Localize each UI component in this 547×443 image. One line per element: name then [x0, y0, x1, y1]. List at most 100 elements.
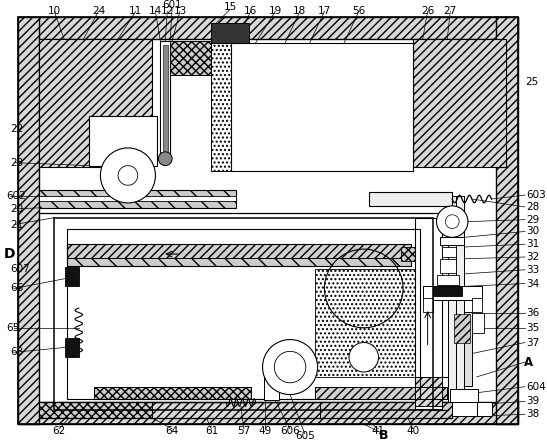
Circle shape — [263, 339, 318, 395]
Bar — [39, 402, 153, 418]
Bar — [319, 402, 452, 418]
Bar — [65, 338, 79, 357]
Text: 39: 39 — [526, 396, 539, 407]
Text: 35: 35 — [526, 323, 539, 333]
Circle shape — [437, 206, 468, 237]
Text: 64: 64 — [166, 426, 179, 436]
Circle shape — [118, 166, 138, 185]
Bar — [413, 39, 507, 167]
Bar — [39, 190, 236, 208]
Text: 34: 34 — [526, 279, 539, 288]
Text: 16: 16 — [244, 6, 258, 16]
Bar — [18, 402, 518, 424]
Bar — [440, 237, 464, 245]
Text: A: A — [524, 356, 533, 369]
Text: 10: 10 — [48, 6, 61, 16]
Bar — [401, 247, 415, 261]
Bar — [454, 314, 470, 343]
Bar — [423, 287, 482, 300]
Text: 26: 26 — [421, 6, 434, 16]
Text: 12: 12 — [161, 6, 174, 16]
Bar — [452, 402, 477, 416]
Bar — [39, 39, 153, 167]
Bar — [67, 244, 411, 266]
Bar — [319, 402, 452, 418]
Circle shape — [349, 342, 379, 372]
Bar — [264, 373, 280, 400]
Text: 32: 32 — [526, 252, 539, 262]
Text: B: B — [379, 429, 388, 443]
Bar — [433, 285, 462, 296]
Bar — [18, 17, 39, 424]
Text: 15: 15 — [224, 2, 237, 12]
Text: 602: 602 — [6, 191, 26, 201]
Text: 31: 31 — [526, 239, 539, 249]
Bar — [472, 298, 482, 312]
Text: 57: 57 — [237, 426, 251, 436]
Bar — [438, 275, 459, 284]
Bar — [160, 41, 170, 159]
Text: 63: 63 — [10, 347, 23, 358]
Bar — [164, 45, 168, 153]
Text: 66: 66 — [10, 284, 23, 293]
Text: 56: 56 — [352, 6, 365, 16]
Bar — [39, 402, 153, 418]
Bar — [170, 41, 212, 75]
Circle shape — [445, 215, 459, 229]
Text: 37: 37 — [526, 338, 539, 347]
Bar — [315, 269, 423, 377]
Text: 24: 24 — [92, 6, 105, 16]
Bar — [315, 387, 447, 399]
Bar — [54, 218, 433, 410]
Bar — [315, 387, 447, 399]
Text: 22: 22 — [10, 124, 23, 134]
Bar — [456, 196, 464, 402]
Text: 61: 61 — [205, 426, 218, 436]
Text: 17: 17 — [318, 6, 331, 16]
Bar — [450, 389, 478, 402]
Text: 605: 605 — [295, 431, 315, 441]
Bar — [67, 258, 411, 266]
Text: 65: 65 — [6, 323, 19, 333]
Circle shape — [159, 152, 172, 166]
Bar — [67, 244, 411, 258]
Text: 38: 38 — [526, 409, 539, 419]
Text: 19: 19 — [269, 6, 282, 16]
Bar — [449, 196, 456, 402]
Bar — [369, 192, 452, 206]
Bar — [497, 17, 518, 424]
Bar — [415, 218, 443, 409]
Text: 41: 41 — [372, 426, 385, 436]
Text: 25: 25 — [525, 77, 538, 87]
Bar — [415, 377, 443, 406]
Text: 603: 603 — [526, 190, 546, 200]
Bar — [67, 229, 420, 399]
Bar — [212, 23, 249, 43]
Text: 40: 40 — [406, 426, 420, 436]
Text: 20: 20 — [10, 204, 23, 214]
Text: 36: 36 — [526, 308, 539, 318]
Text: 23: 23 — [10, 158, 23, 167]
Bar — [39, 196, 236, 201]
Text: 33: 33 — [526, 265, 539, 275]
Bar — [443, 247, 456, 257]
Circle shape — [101, 148, 155, 203]
Bar — [18, 17, 518, 39]
Bar — [423, 298, 433, 312]
Text: 601: 601 — [162, 0, 182, 11]
Bar — [94, 387, 251, 399]
Bar — [231, 43, 413, 171]
Bar — [65, 267, 79, 287]
Bar — [212, 43, 231, 171]
Bar — [477, 402, 492, 416]
Bar — [452, 312, 472, 386]
Text: 27: 27 — [444, 6, 457, 16]
Bar — [440, 259, 456, 273]
Text: 18: 18 — [293, 6, 306, 16]
Text: 607: 607 — [10, 264, 30, 274]
Text: 606: 606 — [280, 426, 300, 436]
Bar — [89, 117, 158, 166]
Text: 21: 21 — [10, 220, 23, 229]
Text: 14: 14 — [149, 6, 162, 16]
Text: 29: 29 — [526, 215, 539, 225]
